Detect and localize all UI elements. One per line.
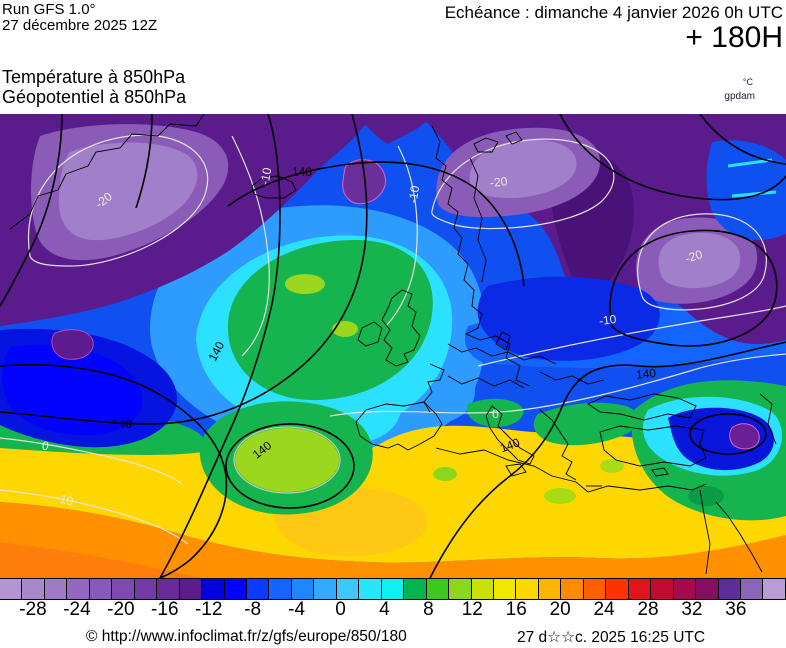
colorbar-tick-label: -16 [151, 599, 179, 620]
temperature-contour-label: 0 [491, 407, 499, 422]
colorbar-cell [111, 578, 135, 600]
colorbar-cell [335, 578, 360, 600]
colorbar-ticks: -28 -24 -20 -16 -12 -8 -4 0 4 8 12 16 20 24 28 32 36 [0, 599, 786, 621]
colorbar-cell [43, 578, 68, 600]
colorbar-cell [133, 578, 158, 600]
geopotential-contours [0, 113, 786, 579]
temperature-contour-label: 10 [58, 492, 75, 509]
colorbar-tick-label: 20 [549, 599, 571, 620]
colorbar-cell [425, 578, 450, 600]
colorbar [0, 578, 786, 600]
colorbar-tick-label: 36 [725, 599, 747, 620]
colorbar-cell [515, 578, 539, 600]
forecast-hour-label: + 180H [685, 21, 783, 54]
colorbar-tick-label: 16 [505, 599, 527, 620]
geopotential-label: 140 [292, 165, 312, 179]
colorbar-cell [470, 578, 494, 600]
temperature-contour-label: -10 [406, 184, 422, 203]
colorbar-cell [21, 578, 45, 600]
colorbar-cell [560, 578, 584, 600]
temperature-contour-label: -20 [489, 174, 508, 190]
colorbar-cell [717, 578, 741, 600]
temperature-contours [0, 134, 786, 545]
temperature-contour-label: -10 [598, 312, 617, 328]
temperature-contour-label: -10 [258, 166, 275, 186]
copyright-url: © http://www.infoclimat.fr/z/gfs/europe/… [86, 628, 407, 645]
coastlines [9, 113, 777, 575]
colorbar-tick-label: -12 [194, 599, 223, 620]
colorbar-cell [380, 578, 405, 600]
colorbar-tick-label: 0 [335, 599, 346, 620]
colorbar-tick-label: -4 [288, 599, 306, 620]
colorbar-cell [66, 578, 90, 600]
colorbar-cell [223, 578, 247, 600]
geopotential-unit-label: gpdam [724, 91, 755, 102]
colorbar-tick-label: 24 [593, 599, 615, 620]
run-date-label: 27 décembre 2025 12Z [2, 17, 158, 34]
temperature-contour-label: -20 [683, 247, 704, 266]
colorbar-cell [88, 578, 113, 600]
geopotential-label: 140 [112, 417, 132, 431]
parameter-geopotential-label: Géopotentiel à 850hPa [2, 87, 187, 107]
colorbar-tick-label: 12 [461, 599, 483, 620]
echeance-label: Echéance : dimanche 4 janvier 2026 0h UT… [444, 3, 783, 22]
colorbar-cell [0, 578, 23, 600]
weather-map: 140 140 140 140 140 140 -20 -20 -20 -10 … [0, 113, 786, 579]
colorbar-tick-label: -20 [107, 599, 135, 620]
colorbar-cell [762, 578, 786, 600]
colorbar-cell [201, 578, 225, 600]
colorbar-tick-label: -24 [63, 599, 91, 620]
colorbar-tick-label: -8 [244, 599, 262, 620]
temperature-contour-label: 0 [41, 438, 50, 453]
colorbar-cell [448, 578, 472, 600]
colorbar-cell [739, 578, 764, 600]
colorbar-cell [178, 578, 203, 600]
colorbar-cell [290, 578, 315, 600]
geopotential-label: 140 [498, 435, 522, 455]
colorbar-cell [650, 578, 674, 600]
map-canvas: 140 140 140 140 140 140 -20 -20 -20 -10 … [0, 113, 786, 579]
colorbar-tick-label: -28 [19, 599, 47, 620]
colorbar-cell [672, 578, 697, 600]
run-model-label: Run GFS 1.0° [2, 1, 96, 18]
geopotential-label: 140 [635, 366, 657, 382]
colorbar-cell [156, 578, 180, 600]
colorbar-cell [492, 578, 517, 600]
colorbar-cell [582, 578, 607, 600]
colorbar-cell [403, 578, 427, 600]
colorbar-cell [268, 578, 292, 600]
colorbar-cell [313, 578, 337, 600]
colorbar-tick-label: 32 [681, 599, 703, 620]
colorbar-cell [627, 578, 652, 600]
colorbar-tick-label: 28 [637, 599, 659, 620]
colorbar-cell [245, 578, 270, 600]
temperature-unit-label: °C [742, 77, 753, 87]
colorbar-cell [695, 578, 719, 600]
colorbar-cell [605, 578, 629, 600]
colorbar-cell [537, 578, 562, 600]
generated-timestamp: 27 d☆☆c. 2025 16:25 UTC [517, 629, 706, 646]
colorbar-tick-label: 4 [379, 599, 390, 620]
colorbar-tick-label: 8 [423, 599, 434, 620]
parameter-temperature-label: Température à 850hPa [2, 67, 186, 87]
colorbar-cell [358, 578, 382, 600]
temperature-field [0, 114, 786, 578]
